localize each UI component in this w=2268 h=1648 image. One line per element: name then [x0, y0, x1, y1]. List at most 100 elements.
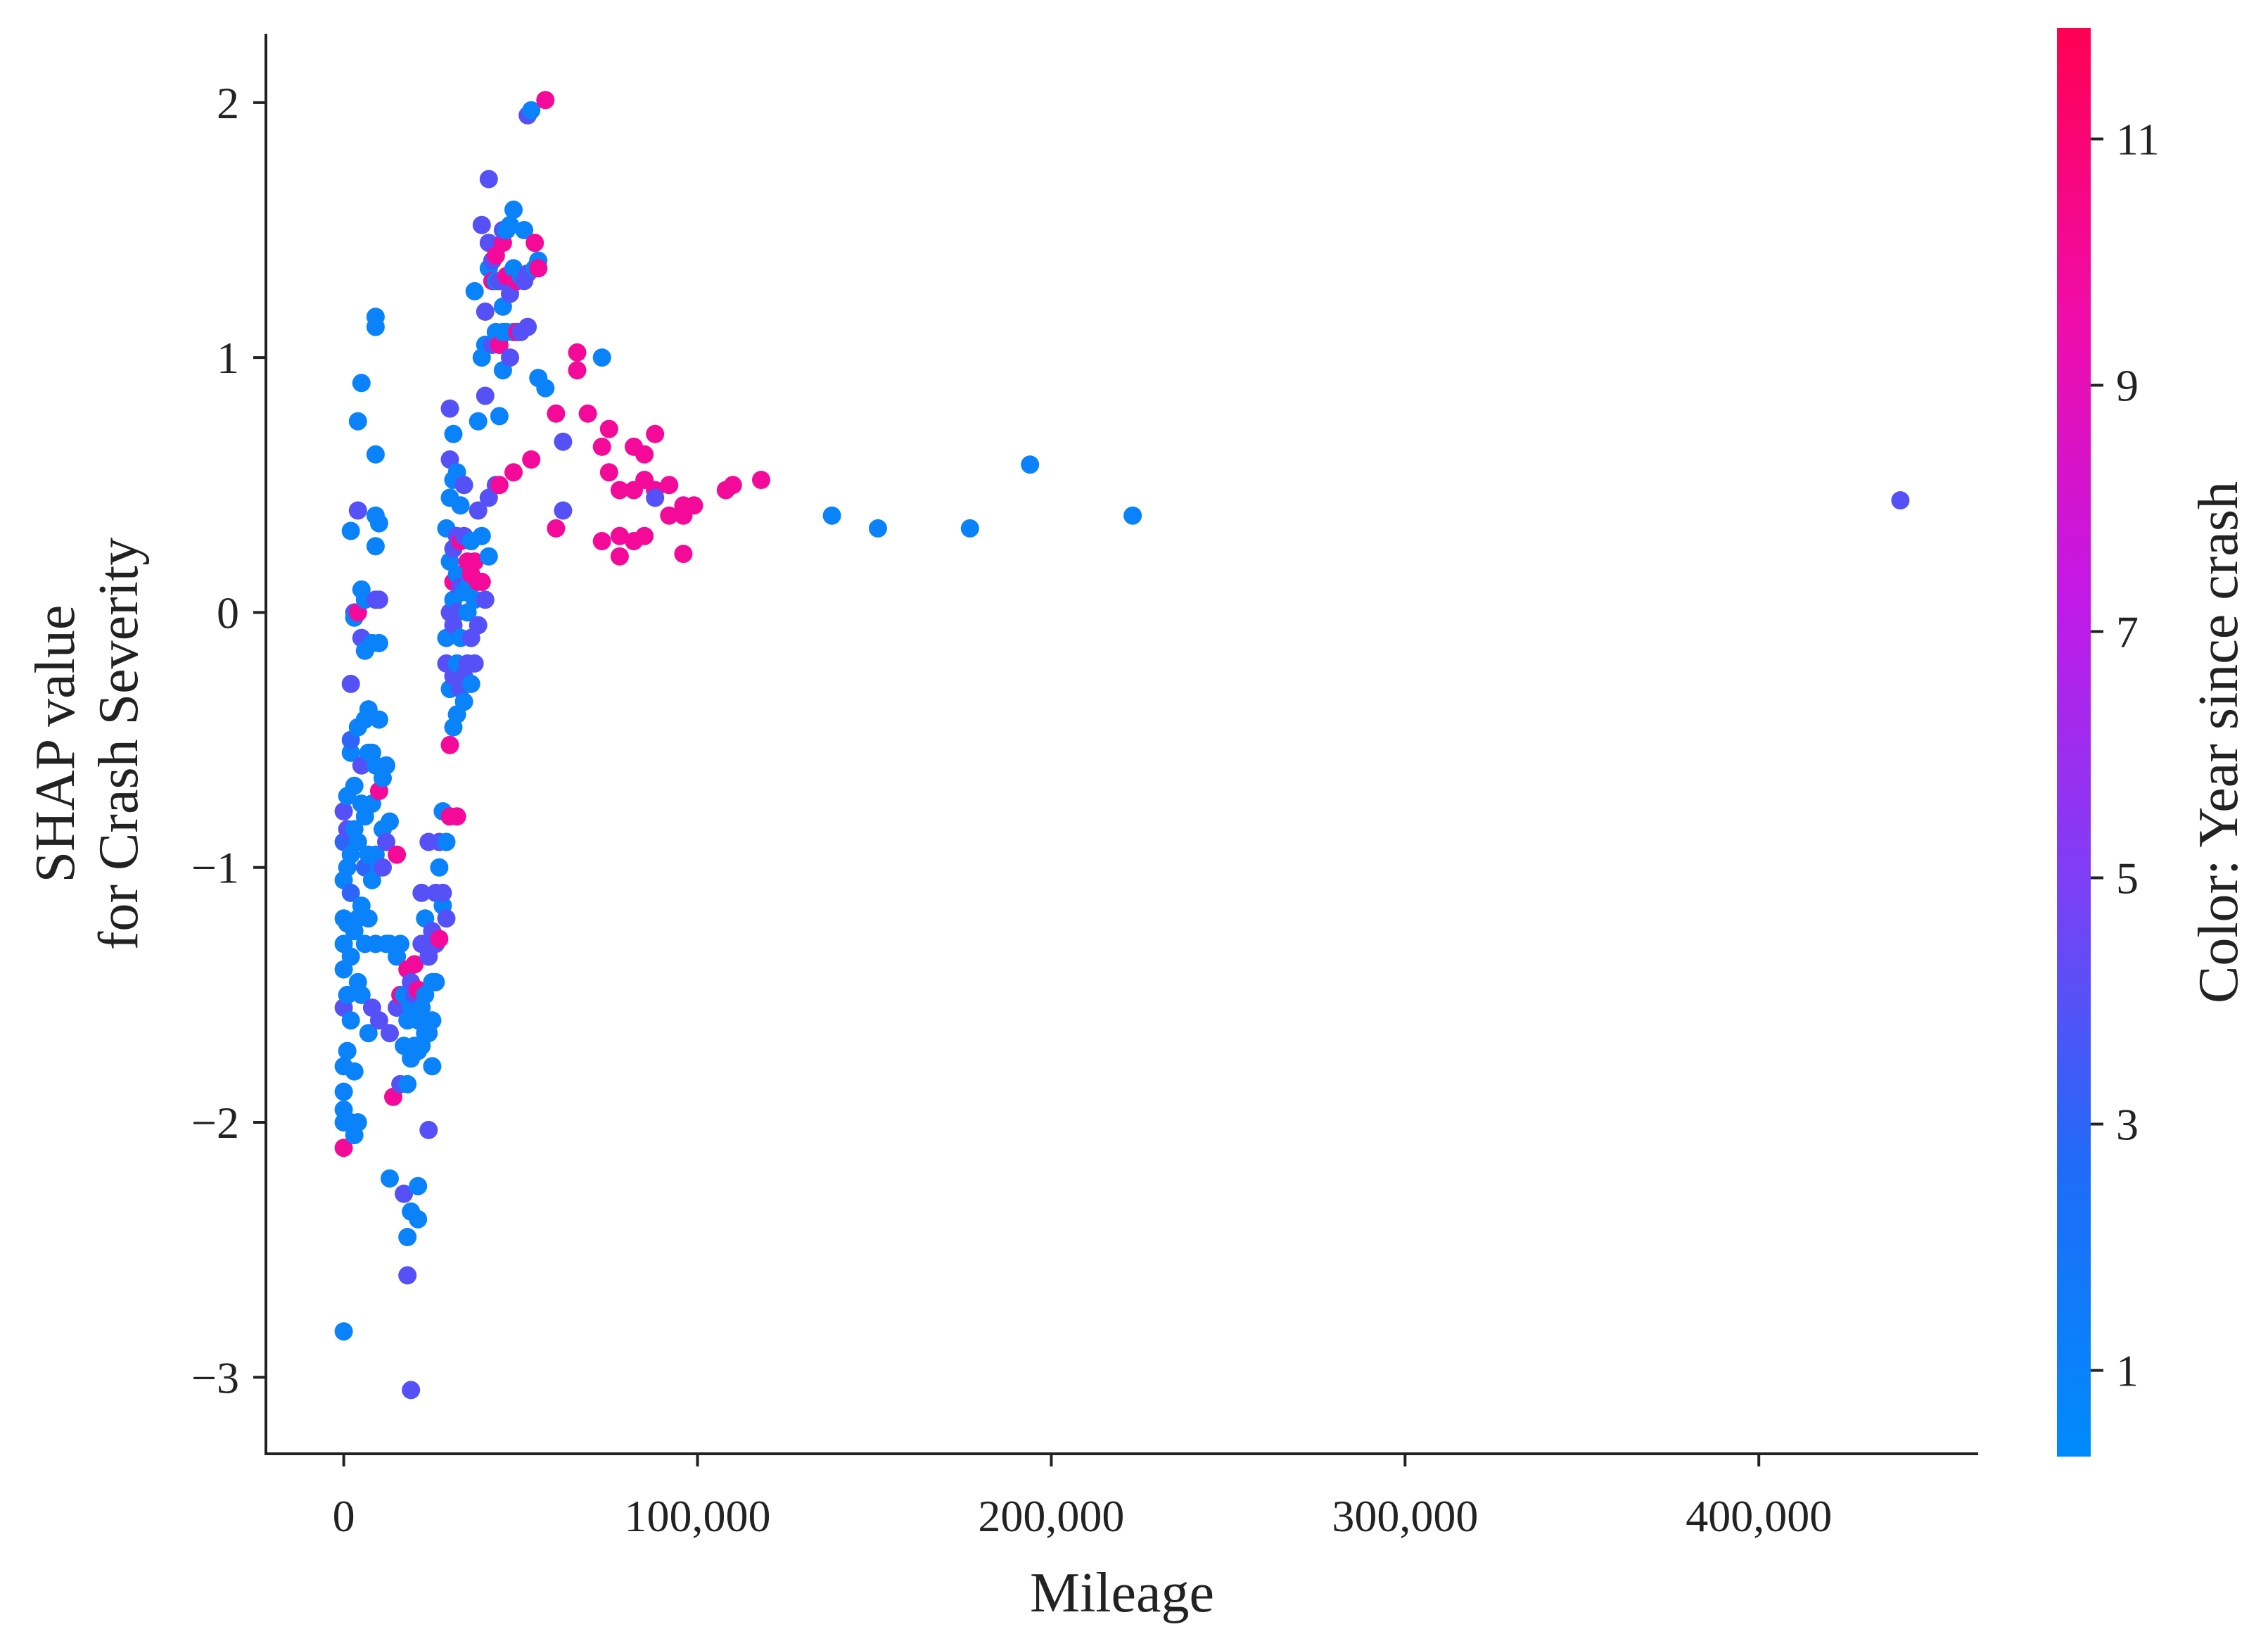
- data-point: [469, 412, 488, 431]
- data-point: [419, 1120, 438, 1139]
- colorbar-label: Color: Year since crash: [2188, 481, 2250, 1003]
- data-point: [366, 317, 385, 336]
- data-point: [426, 972, 445, 991]
- data-point: [554, 501, 573, 520]
- data-point: [369, 633, 388, 652]
- data-point: [465, 654, 484, 673]
- x-axis-ticks: 0 100,000 200,000 300,000 400,000: [333, 1454, 1832, 1541]
- x-tick-label: 0: [333, 1491, 355, 1541]
- data-point: [610, 547, 629, 566]
- data-point: [476, 302, 495, 321]
- data-point: [359, 1024, 378, 1043]
- data-point: [348, 412, 367, 431]
- data-point: [529, 259, 548, 278]
- colorbar-tick-label: 9: [2116, 361, 2139, 411]
- data-point: [402, 1381, 421, 1400]
- data-point: [377, 756, 395, 775]
- data-point: [518, 317, 537, 336]
- data-point: [504, 463, 523, 482]
- y-tick-label: 1: [217, 333, 239, 383]
- data-point: [536, 379, 555, 398]
- data-point: [515, 221, 534, 239]
- data-point: [451, 496, 470, 515]
- data-point: [369, 590, 388, 609]
- data-point: [960, 519, 979, 538]
- x-tick-label: 300,000: [1332, 1491, 1478, 1541]
- colorbar-tick-label: 7: [2116, 607, 2139, 657]
- data-point: [660, 476, 679, 495]
- data-point: [1021, 455, 1040, 474]
- data-point: [752, 471, 770, 489]
- data-point: [348, 501, 367, 520]
- data-point: [660, 506, 679, 525]
- data-point: [338, 985, 357, 1004]
- data-point: [334, 1082, 353, 1101]
- data-point: [334, 802, 353, 820]
- data-point: [568, 361, 587, 380]
- data-point: [490, 407, 509, 426]
- data-point: [398, 1228, 417, 1246]
- data-point: [423, 1057, 442, 1076]
- data-point: [547, 519, 566, 538]
- data-point: [723, 476, 742, 495]
- data-point: [476, 590, 495, 609]
- data-point: [437, 909, 456, 928]
- data-point: [334, 1139, 353, 1158]
- data-point: [610, 526, 629, 545]
- data-point: [348, 1113, 367, 1132]
- data-point: [472, 215, 491, 234]
- data-point: [479, 170, 498, 189]
- data-point: [338, 1041, 357, 1060]
- y-tick-label: −3: [191, 1352, 239, 1402]
- points-layer: [334, 91, 1910, 1400]
- y-tick-label: −1: [191, 843, 239, 893]
- data-point: [412, 883, 431, 902]
- data-point: [345, 776, 364, 795]
- data-point: [341, 674, 360, 693]
- plot-axes: [265, 34, 1978, 1455]
- data-point: [599, 419, 618, 438]
- data-point: [504, 201, 523, 219]
- data-point: [377, 832, 395, 851]
- data-point: [592, 348, 611, 367]
- data-point: [440, 735, 459, 754]
- data-point: [469, 616, 488, 635]
- data-point: [409, 1177, 428, 1196]
- data-point: [501, 348, 519, 367]
- y-axis-ticks: −3 −2 −1 0 1 2: [191, 78, 266, 1402]
- data-point: [352, 374, 371, 393]
- data-point: [345, 1062, 364, 1081]
- data-point: [391, 934, 410, 953]
- data-point: [490, 476, 509, 495]
- y-axis-label: SHAP value for Crash Severity: [25, 538, 150, 951]
- data-point: [352, 985, 371, 1004]
- data-point: [341, 521, 360, 540]
- data-point: [479, 547, 498, 566]
- data-point: [430, 858, 449, 877]
- data-point: [447, 807, 466, 826]
- data-point: [341, 743, 360, 762]
- data-point: [366, 445, 385, 464]
- y-axis-label-line-1: SHAP value: [25, 605, 87, 883]
- x-tick-label: 200,000: [978, 1491, 1124, 1541]
- colorbar-tick-label: 5: [2116, 854, 2139, 904]
- data-point: [444, 424, 463, 443]
- data-point: [610, 481, 629, 500]
- data-point: [592, 532, 611, 550]
- data-point: [440, 399, 459, 418]
- data-point: [536, 91, 555, 110]
- data-point: [409, 1210, 428, 1229]
- data-point: [348, 832, 367, 851]
- data-point: [684, 496, 703, 515]
- data-point: [369, 710, 388, 729]
- data-point: [635, 526, 654, 545]
- data-point: [437, 832, 456, 851]
- data-point: [822, 506, 841, 525]
- data-point: [547, 404, 566, 423]
- colorbar-ticks: 1 3 5 7 9 11: [2091, 115, 2160, 1396]
- data-point: [501, 215, 519, 234]
- y-tick-label: 2: [217, 78, 239, 128]
- data-point: [869, 519, 887, 538]
- data-point: [472, 572, 491, 591]
